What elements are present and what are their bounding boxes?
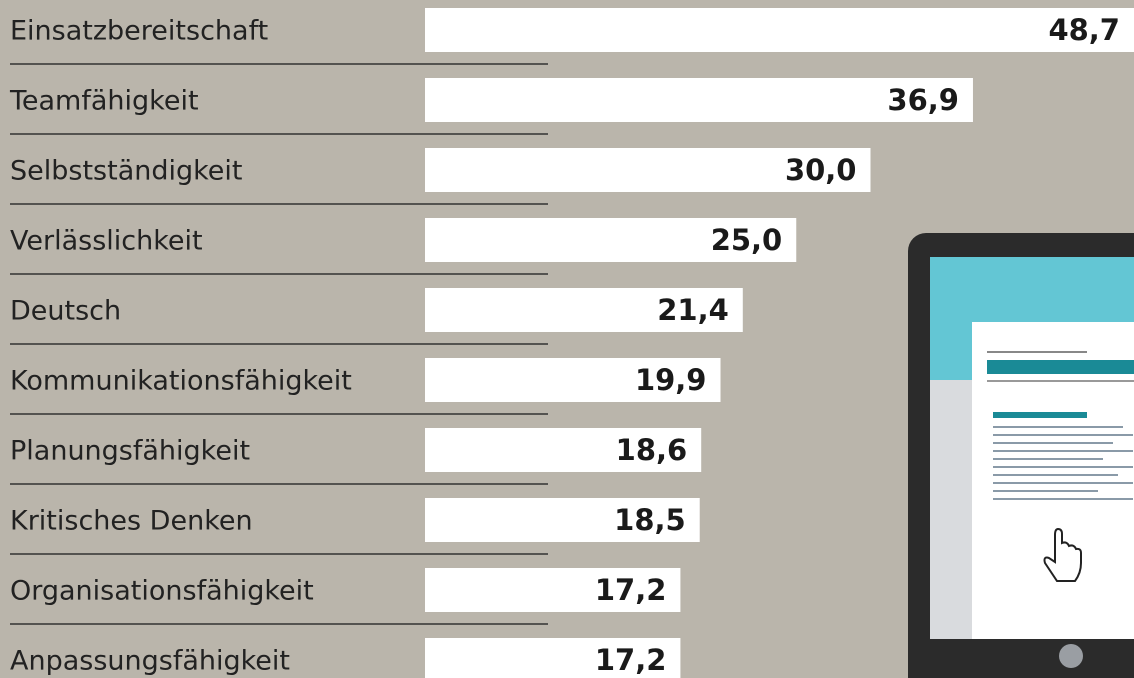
doc-line: [987, 380, 1134, 382]
category-label: Verlässlichkeit: [10, 226, 203, 257]
category-label: Kommunikationsfähigkeit: [10, 366, 352, 397]
doc-line: [987, 351, 1087, 353]
value-label: 17,2: [595, 573, 667, 607]
value-label: 18,6: [616, 433, 688, 467]
category-label: Organisationsfähigkeit: [10, 576, 314, 607]
value-label: 21,4: [657, 293, 729, 327]
category-label: Kritisches Denken: [10, 506, 253, 537]
value-label: 25,0: [711, 223, 783, 257]
value-label: 18,5: [614, 503, 686, 537]
home-button: [1059, 644, 1083, 668]
category-label: Planungsfähigkeit: [10, 436, 250, 467]
tablet-illustration: [908, 233, 1134, 678]
value-label: 36,9: [887, 83, 959, 117]
value-label: 19,9: [635, 363, 707, 397]
value-label: 30,0: [785, 153, 857, 187]
doc-bar: [993, 412, 1087, 418]
category-label: Deutsch: [10, 296, 121, 327]
category-label: Anpassungsfähigkeit: [10, 646, 290, 677]
value-label: 48,7: [1048, 13, 1120, 47]
chart: Einsatzbereitschaft 48,7 Teamfähigkeit 36,9…: [0, 0, 1134, 678]
category-label: Selbstständigkeit: [10, 156, 243, 187]
value-label: 17,2: [595, 643, 667, 677]
doc-bar: [987, 360, 1134, 374]
bar: [425, 8, 1134, 52]
category-label: Einsatzbereitschaft: [10, 16, 268, 47]
category-label: Teamfähigkeit: [9, 86, 199, 117]
